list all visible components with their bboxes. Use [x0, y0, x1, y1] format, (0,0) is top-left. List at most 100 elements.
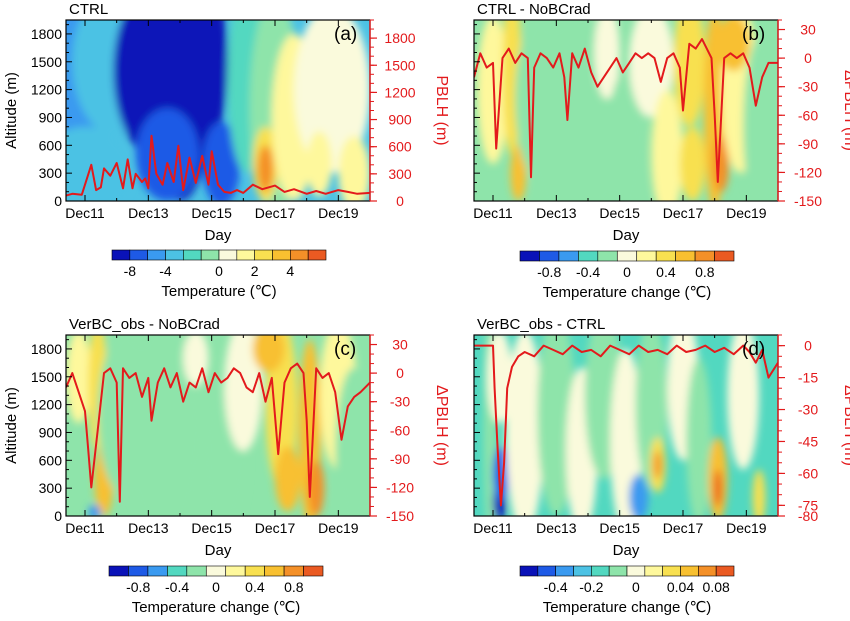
colorbar-swatch	[555, 565, 574, 577]
altitude-tick-label: 1800	[31, 341, 62, 357]
altitude-tick-label: 900	[39, 109, 63, 125]
right-tick-label: 0	[804, 50, 812, 66]
colorbar-swatch	[578, 250, 599, 262]
right-tick-label: -45	[798, 433, 818, 449]
colorbar: -0.8 -0.4 0 0.4 0.8 Temperature change (℃)	[519, 250, 735, 301]
right-axis-title: ΔPBLH (m)	[433, 385, 450, 466]
altitude-tick-label: 300	[39, 480, 63, 496]
right-tick-label: -150	[386, 508, 414, 524]
colorbar-swatch	[626, 565, 646, 577]
colorbar-swatch	[655, 250, 676, 262]
altitude-tick-label: 900	[39, 424, 63, 440]
x-axis-title: Day	[205, 227, 232, 244]
x-axis-title: Day	[613, 542, 640, 559]
right-tick-label: -15	[798, 370, 818, 386]
altitude-tick-label: 1500	[31, 54, 62, 70]
colorbar-swatch	[608, 565, 628, 577]
colorbar-swatch	[147, 249, 166, 261]
pblh-series-line	[474, 344, 778, 507]
x-tick-label: Dec13	[128, 520, 169, 536]
colorbar-tick-label: 0	[623, 264, 631, 280]
right-tick-label: -80	[798, 508, 818, 524]
colorbar-tick-label: 4	[286, 263, 294, 279]
colorbar-swatch	[128, 565, 149, 577]
x-tick-label: Dec17	[663, 205, 704, 221]
x-tick-label: Dec15	[599, 205, 640, 221]
colorbar-swatch	[573, 565, 592, 577]
x-tick-label: Dec17	[663, 520, 704, 536]
colorbar-tick-label: 0.8	[695, 264, 715, 280]
right-tick-label: -90	[798, 136, 818, 152]
colorbar-swatch	[283, 565, 304, 577]
panel-letter: (d)	[742, 339, 765, 360]
right-tick-label: -60	[390, 422, 410, 438]
panel-title: CTRL - NoBCrad	[477, 1, 591, 18]
colorbar-swatch	[597, 250, 618, 262]
temperature-field	[474, 20, 778, 201]
x-tick-label: Dec19	[318, 205, 359, 221]
altitude-tick-label: 0	[54, 193, 62, 209]
colorbar-swatch	[147, 565, 168, 577]
x-tick-label: Dec11	[473, 205, 513, 221]
altitude-tick-label: 0	[54, 508, 62, 524]
right-tick-label: -150	[794, 193, 822, 209]
colorbar-swatch	[303, 565, 324, 577]
right-tick-label: 600	[388, 139, 412, 155]
colorbar-swatch	[694, 250, 715, 262]
left-axis-title: Altitude (m)	[3, 72, 20, 149]
right-tick-label: -75	[798, 497, 818, 513]
colorbar-swatch	[167, 565, 188, 577]
altitude-tick-label: 300	[39, 165, 63, 181]
colorbar-swatch	[254, 249, 273, 261]
x-tick-label: Dec15	[599, 520, 640, 536]
colorbar-swatch	[698, 565, 717, 577]
colorbar-title: Temperature change (℃)	[543, 599, 712, 616]
altitude-tick-label: 600	[39, 452, 63, 468]
altitude-tick-label: 1800	[31, 26, 62, 42]
colorbar-tick-label: -0.2	[579, 579, 603, 595]
left-axis-title: Altitude (m)	[3, 387, 20, 464]
right-tick-label: 30	[392, 337, 408, 353]
colorbar-swatch	[205, 565, 227, 577]
right-tick-label: 900	[388, 112, 412, 128]
colorbar-tick-label: -0.4	[544, 579, 568, 595]
colorbar-title: Temperature (℃)	[161, 283, 276, 300]
altitude-tick-label: 1200	[31, 82, 62, 98]
panel-d: Dec11 Dec13 Dec15 Dec17 Dec19 Day -80-75 -60 -45…	[473, 316, 850, 616]
altitude-tick-label: 600	[39, 137, 63, 153]
x-tick-label: Dec19	[726, 205, 767, 221]
right-tick-label: -90	[390, 451, 410, 467]
panel-b: Dec11 Dec13 Dec15 Dec17 Dec19 Day -150 -120 -90 -…	[473, 1, 850, 301]
x-tick-label: Dec19	[726, 520, 767, 536]
x-axis-title: Day	[205, 542, 232, 559]
colorbar-swatch	[225, 565, 246, 577]
colorbar: -0.4 -0.2 0 0.04 0.08 Temperature change (℃)	[519, 565, 735, 616]
colorbar: -8 -4 0 2 4 Temperature (℃)	[111, 249, 327, 300]
colorbar-tick-label: -0.8	[537, 264, 561, 280]
colorbar-swatch	[636, 250, 657, 262]
panel-title: VerBC_obs - CTRL	[477, 316, 605, 333]
colorbar-swatch	[591, 565, 610, 577]
right-tick-label: 30	[800, 22, 816, 38]
colorbar-swatch	[244, 565, 265, 577]
panel-title: CTRL	[69, 1, 108, 18]
colorbar-swatch	[264, 565, 285, 577]
colorbar-swatch	[519, 250, 540, 262]
x-tick-label: Dec15	[191, 205, 232, 221]
colorbar-tick-label: 2	[251, 263, 259, 279]
temperature-field	[66, 20, 370, 201]
colorbar-swatch	[111, 249, 131, 261]
x-tick-label: Dec11	[65, 205, 105, 221]
colorbar-swatch	[539, 250, 560, 262]
colorbar-title: Temperature change (℃)	[132, 599, 301, 616]
colorbar-swatch	[680, 565, 699, 577]
colorbar-tick-label: 0	[212, 579, 220, 595]
colorbar: -0.8 -0.4 0 0.4 0.8 Temperature change (℃)	[108, 565, 324, 616]
x-tick-label: Dec17	[255, 520, 296, 536]
colorbar-tick-label: 0	[215, 263, 223, 279]
right-axis-title: PBLH (m)	[433, 75, 450, 145]
colorbar-tick-label: -0.4	[165, 579, 189, 595]
panel-title: VerBC_obs - NoBCrad	[69, 316, 220, 333]
colorbar-swatch	[165, 249, 184, 261]
x-tick-label: Dec11	[473, 520, 513, 536]
